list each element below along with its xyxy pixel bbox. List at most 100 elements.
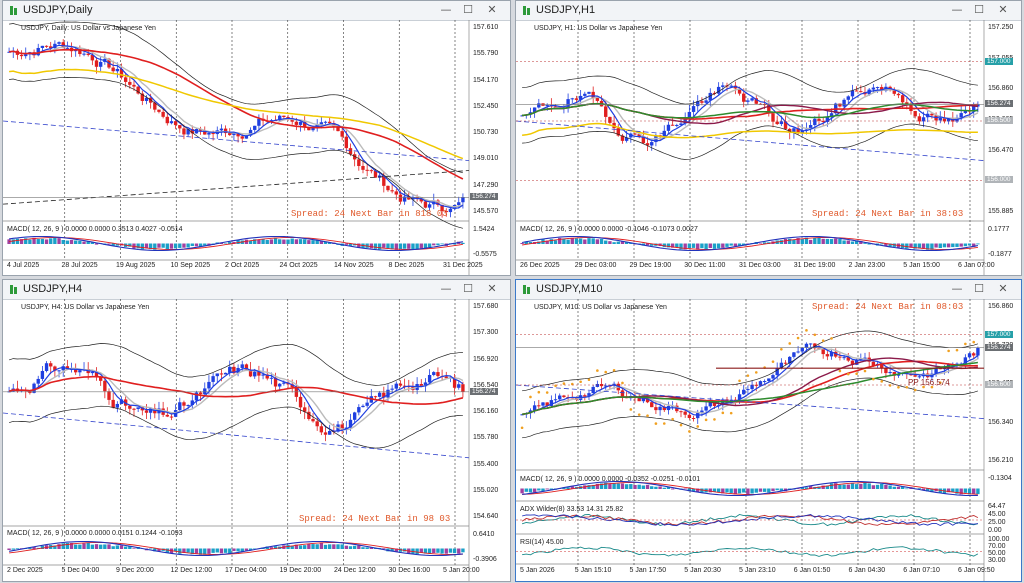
- macd-histogram-bar: [253, 548, 257, 549]
- candle-body: [132, 84, 136, 87]
- candle-body: [880, 87, 884, 91]
- macd-histogram-bar: [721, 243, 725, 248]
- candle-body: [369, 170, 373, 172]
- candle-body: [779, 362, 784, 369]
- chart-window-h4[interactable]: USDJPY,H4 — ☐ ✕ USDJPY, H4: US Dollar vs…: [2, 279, 511, 582]
- candle-body: [377, 392, 382, 397]
- macd-histogram-bar: [261, 239, 265, 244]
- candle-body: [813, 343, 817, 349]
- price-chart[interactable]: [516, 20, 1021, 275]
- minimize-button[interactable]: —: [440, 282, 452, 295]
- chart-window-m10[interactable]: USDJPY,M10 — ☐ ✕ USDJPY, M10: US Dollar …: [515, 279, 1022, 582]
- candle-body: [248, 369, 253, 377]
- candle-body: [427, 204, 432, 208]
- moving-average-line: [9, 44, 464, 210]
- parabolic-sar-dot: [780, 347, 783, 351]
- candle-body: [319, 426, 324, 433]
- price-chart[interactable]: [3, 20, 510, 275]
- macd-histogram-bar: [888, 243, 892, 247]
- candle-body: [900, 95, 905, 103]
- window-titlebar[interactable]: USDJPY,M10 — ☐ ✕: [516, 280, 1021, 300]
- level-price-tag: 157.000: [985, 330, 1013, 338]
- macd-histogram-bar: [357, 545, 361, 549]
- macd-histogram-bar: [74, 240, 78, 244]
- window-titlebar[interactable]: USDJPY,H4 — ☐ ✕: [3, 280, 510, 300]
- candle-body: [583, 395, 587, 397]
- moving-average-line: [9, 68, 464, 160]
- price-chart[interactable]: [516, 299, 1021, 581]
- macd-histogram-bar: [307, 543, 311, 549]
- macd-histogram-bar: [236, 240, 240, 244]
- parabolic-sar-dot: [955, 348, 959, 352]
- macd-histogram-bar: [574, 238, 579, 244]
- candle-body: [792, 352, 796, 357]
- macd-histogram-bar: [863, 482, 867, 489]
- candle-body: [892, 90, 896, 94]
- close-button[interactable]: ✕: [487, 3, 497, 16]
- close-button[interactable]: ✕: [487, 282, 497, 295]
- candle-body: [219, 128, 224, 131]
- macd-histogram-bar: [670, 243, 675, 248]
- candle-body: [679, 411, 683, 413]
- chart-window-h1[interactable]: USDJPY,H1 — ☐ ✕ USDJPY, H1: US Dollar vs…: [515, 0, 1022, 276]
- candle-body: [850, 90, 855, 97]
- minimize-button[interactable]: —: [951, 3, 963, 16]
- adx-axis-label: 25.00: [988, 519, 1006, 526]
- price-chart[interactable]: [3, 299, 510, 581]
- time-axis-label: 19 Dec 20:00: [279, 567, 322, 574]
- macd-histogram-bar: [587, 238, 591, 244]
- candle-body: [140, 407, 144, 411]
- macd-axis-label: -0.5575: [473, 251, 497, 258]
- macd-histogram-bar: [670, 488, 675, 490]
- close-button[interactable]: ✕: [998, 282, 1008, 295]
- candle-body: [53, 366, 57, 371]
- macd-histogram-bar: [930, 488, 934, 493]
- close-button[interactable]: ✕: [998, 3, 1008, 16]
- macd-histogram-bar: [562, 238, 566, 244]
- maximize-button[interactable]: ☐: [463, 3, 473, 16]
- time-axis-label: 12 Dec 12:00: [170, 567, 213, 574]
- window-titlebar[interactable]: USDJPY,H1 — ☐ ✕: [516, 1, 1021, 21]
- candle-body: [119, 399, 124, 404]
- candle-body: [178, 125, 182, 129]
- macd-main-line: [522, 480, 978, 497]
- macd-histogram-bar: [190, 243, 194, 247]
- macd-histogram-bar: [729, 243, 733, 246]
- candle-body: [553, 399, 558, 401]
- maximize-button[interactable]: ☐: [974, 282, 984, 295]
- candle-body: [61, 366, 65, 371]
- macd-histogram-bar: [248, 240, 253, 244]
- candle-body: [236, 133, 240, 137]
- bollinger-upper-band: [522, 330, 979, 392]
- window-titlebar[interactable]: USDJPY,Daily — ☐ ✕: [3, 1, 510, 21]
- candle-body: [796, 351, 800, 353]
- macd-histogram-bar: [867, 243, 871, 245]
- macd-histogram-bar: [182, 548, 186, 553]
- candle-body: [537, 405, 541, 407]
- bollinger-upper-band: [8, 343, 463, 386]
- minimize-button[interactable]: —: [440, 3, 452, 16]
- macd-histogram-bar: [286, 239, 290, 244]
- candle-body: [750, 98, 754, 101]
- candle-body: [967, 353, 972, 358]
- macd-histogram-bar: [94, 544, 99, 549]
- candle-body: [7, 51, 11, 53]
- candle-body: [298, 396, 303, 408]
- candle-body: [390, 190, 394, 192]
- candle-body: [645, 397, 650, 403]
- chart-window-daily[interactable]: USDJPY,Daily — ☐ ✕ USDJPY, Daily: US Dol…: [2, 0, 511, 276]
- macd-histogram-bar: [232, 548, 236, 552]
- maximize-button[interactable]: ☐: [974, 3, 984, 16]
- candle-body: [444, 376, 448, 379]
- macd-histogram-bar: [520, 243, 524, 244]
- candle-body: [328, 121, 332, 124]
- minimize-button[interactable]: —: [951, 282, 963, 295]
- candle-body: [691, 417, 696, 419]
- candle-body: [696, 101, 700, 107]
- candle-body: [608, 116, 612, 123]
- macd-histogram-bar: [11, 548, 15, 550]
- time-axis-label: 5 Dec 04:00: [61, 567, 100, 574]
- parabolic-sar-dot: [888, 384, 892, 387]
- macd-histogram-bar: [203, 243, 207, 246]
- maximize-button[interactable]: ☐: [463, 282, 473, 295]
